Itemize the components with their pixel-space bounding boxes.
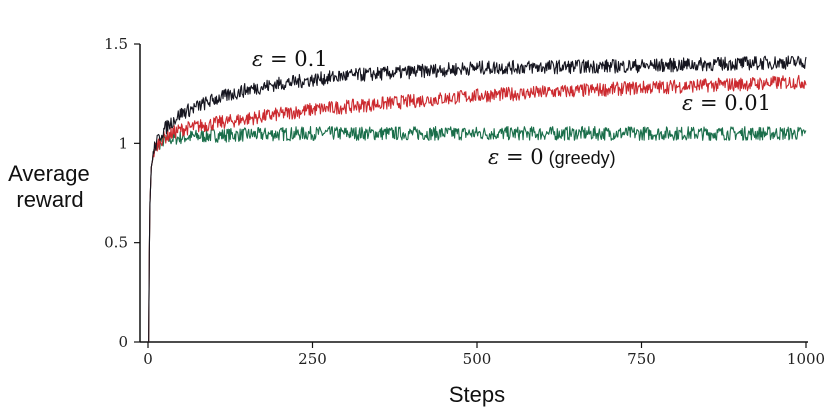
x-tick-label: 1000 — [787, 350, 825, 368]
series-label: ε = 0.1 — [252, 47, 328, 71]
y-axis-label-line-1: Average — [8, 161, 90, 186]
series-label: ε = 0.01 — [682, 91, 771, 115]
y-tick-label: 0.5 — [104, 234, 128, 252]
series-label-epsilon: ε — [252, 47, 263, 71]
series-line — [148, 74, 807, 343]
y-axis-label: Average reward — [8, 161, 96, 212]
series-label-epsilon: ε — [682, 91, 693, 115]
axes — [139, 44, 808, 343]
y-tick-label: 1.5 — [104, 35, 128, 53]
x-tick-label: 500 — [463, 350, 492, 368]
series-label-note: (greedy) — [544, 148, 616, 168]
y-tick-label: 0 — [118, 333, 128, 351]
series-label-epsilon: ε — [488, 145, 499, 169]
x-tick-label: 250 — [298, 350, 327, 368]
series-label-value: = 0.01 — [693, 91, 771, 115]
y-axis-label-line-2: reward — [16, 187, 83, 212]
series-line — [148, 55, 807, 343]
series-label-value: = 0 — [499, 145, 543, 169]
series-label: ε = 0 (greedy) — [488, 145, 616, 169]
x-axis-label: Steps — [449, 382, 505, 407]
x-tick-label: 0 — [143, 350, 153, 368]
series-label-value: = 0.1 — [263, 47, 327, 71]
series-line — [148, 125, 807, 343]
series-labels: ε = 0 (greedy)ε = 0.01ε = 0.1 — [252, 47, 771, 169]
series-lines — [148, 55, 807, 343]
ticks: 0 250 500 750 1000 0 0.5 1 1.5 — [104, 35, 825, 368]
x-tick-label: 750 — [627, 350, 656, 368]
y-tick-label: 1 — [118, 134, 128, 152]
